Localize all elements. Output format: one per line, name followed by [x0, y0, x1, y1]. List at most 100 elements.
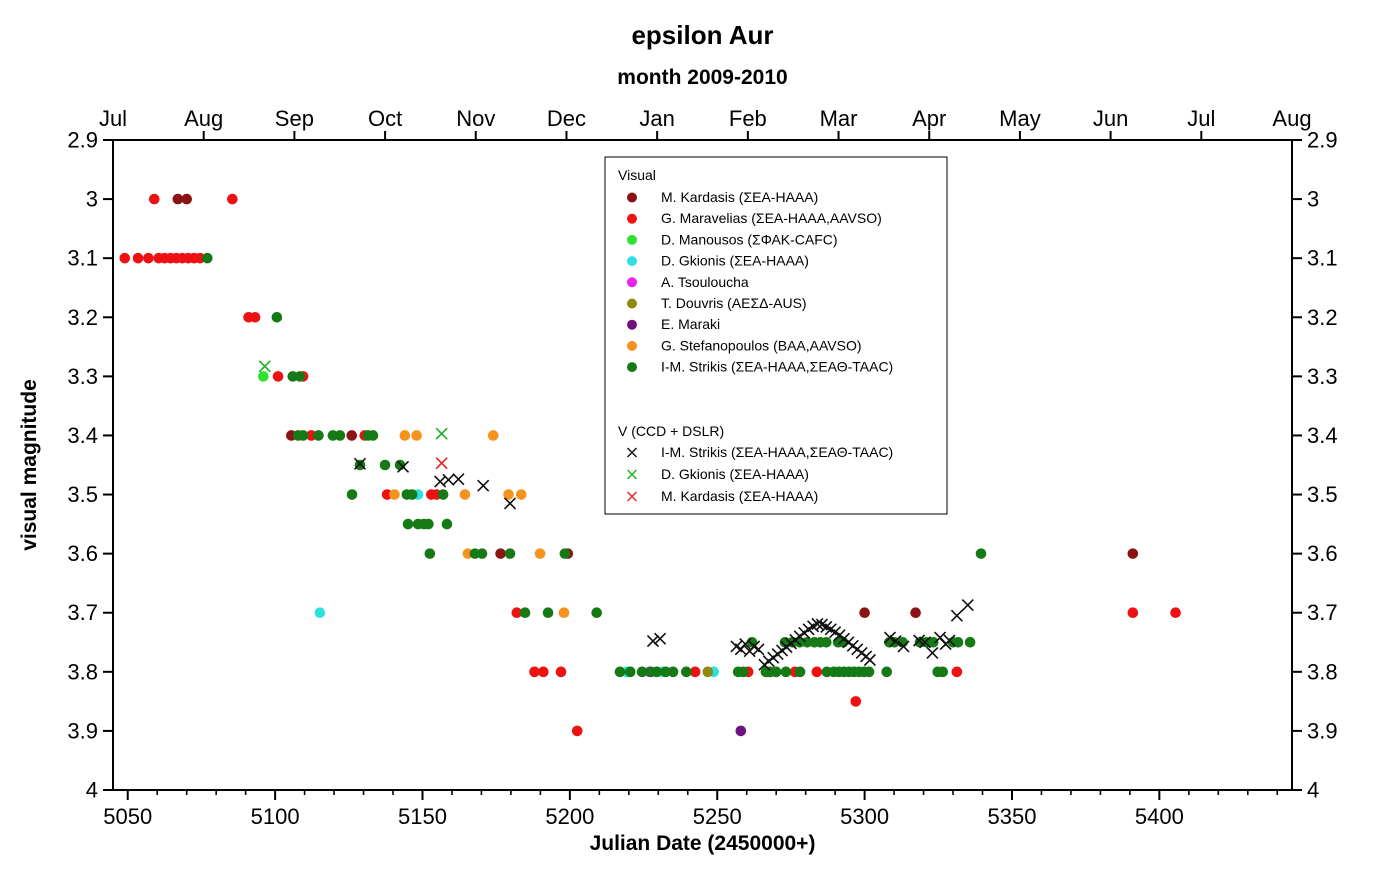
data-point [143, 252, 154, 264]
data-point [770, 666, 782, 678]
data-point [495, 548, 506, 559]
legend-item-label: E. Maraki [661, 316, 720, 332]
data-point [975, 548, 987, 559]
data-point [487, 430, 499, 441]
data-point [636, 666, 648, 678]
legend-item-label: I-M. Strikis (ΣΕΑ-HAAA,ΣΕΑΘ-TAAC) [661, 444, 893, 460]
data-point [297, 430, 309, 441]
x-marker-stroke [353, 457, 367, 470]
data-point [534, 548, 546, 559]
data-point [937, 666, 949, 678]
data-point [910, 607, 921, 619]
x-marker-stroke [961, 598, 974, 612]
legend-marker-dot [627, 319, 637, 330]
series-visual [702, 666, 714, 678]
data-point [411, 430, 422, 441]
month-axis: Jul Aug Sep Oct Nov Dec Jan Feb Mar Apr May Jun Jul A… [99, 106, 1312, 140]
legend: Visual M. Kardasis (ΣΕΑ-HAAA) G. Maravelia… [604, 156, 948, 515]
x-axis-title: Julian Date (2450000+) [589, 832, 816, 855]
data-point [424, 548, 436, 559]
x-marker-stroke [950, 609, 963, 622]
data-point [529, 666, 540, 678]
month-label: Apr [912, 106, 946, 131]
y-tick-label-left: 3 [86, 187, 98, 212]
data-point [555, 666, 567, 678]
y-tick-label-right: 3 [1307, 187, 1319, 212]
y-tick-label-right: 3.4 [1307, 423, 1338, 448]
legend-section-title: Visual [618, 167, 656, 183]
x-marker-stroke [442, 473, 455, 486]
x-tick-label: 5200 [545, 804, 594, 829]
x-marker-stroke [477, 479, 490, 492]
data-point [132, 252, 144, 264]
data-point [538, 666, 549, 678]
legend-item-label: A. Tsouloucha [661, 274, 749, 290]
x-marker-stroke [434, 475, 447, 488]
y-tick-label-left: 3.9 [67, 718, 98, 743]
data-point [194, 252, 206, 264]
x-marker-stroke [815, 618, 828, 631]
x-marker-stroke [918, 636, 932, 649]
data-point [961, 598, 974, 612]
legend-item: I-M. Strikis (ΣΕΑ-HAAA,ΣΕΑΘ-TAAC) [627, 359, 893, 375]
legend-item-label: T. Douvris (ΑΕΣΔ-AUS) [661, 295, 807, 311]
x-tick-label: 5400 [1135, 804, 1184, 829]
data-point [1127, 548, 1139, 559]
data-point [646, 635, 660, 648]
x-marker-stroke [452, 473, 465, 486]
legend-section-title: V (CCD + DSLR) [618, 423, 724, 439]
x-marker-stroke [627, 491, 637, 502]
data-point [367, 430, 379, 441]
month-label: Jul [99, 106, 127, 131]
data-point [1170, 607, 1181, 619]
data-point [272, 371, 284, 382]
x-marker-stroke [883, 631, 897, 644]
data-point [735, 725, 747, 737]
series-ccd [435, 457, 448, 470]
data-point [780, 666, 792, 678]
data-point [346, 430, 358, 441]
data-point [881, 666, 893, 678]
series-visual [258, 371, 269, 382]
data-point [313, 430, 324, 441]
data-point [952, 636, 964, 648]
month-label: Jan [639, 106, 674, 131]
y-tick-label-right: 2.9 [1307, 128, 1338, 153]
y-tick-label-right: 4 [1307, 778, 1319, 803]
legend-item: G. Stefanopoulos (BAA,AAVSO) [627, 337, 862, 353]
data-point [689, 666, 701, 678]
x-marker-stroke [863, 653, 876, 667]
legend-item: D. Gkionis (ΣΕΑ-HAAA) [627, 466, 809, 482]
series-visual [314, 489, 720, 678]
data-point [354, 459, 366, 471]
y-tick-label-left: 4 [86, 778, 98, 803]
series-visual [389, 430, 570, 619]
data-point [353, 457, 367, 470]
data-point [702, 666, 714, 678]
data-point [951, 666, 963, 678]
month-label: Mar [820, 106, 858, 131]
data-point [859, 607, 870, 619]
data-point [680, 666, 692, 678]
data-point [406, 489, 418, 500]
month-label: May [999, 106, 1041, 131]
data-point [737, 666, 749, 678]
data-point [476, 548, 488, 559]
y-tick-label-left: 2.9 [67, 128, 98, 153]
data-point [950, 609, 963, 622]
x-marker-stroke [897, 640, 910, 653]
legend-item-label: I-M. Strikis (ΣΕΑ-HAAA,ΣΕΑΘ-TAAC) [661, 359, 893, 375]
data-point [863, 666, 875, 678]
series-visual [735, 725, 747, 737]
y-tick-label-left: 3.4 [67, 423, 98, 448]
data-point [441, 518, 453, 530]
month-label: Feb [729, 106, 767, 131]
data-point [459, 489, 471, 500]
x-tick-label: 5050 [103, 804, 152, 829]
data-point [1127, 607, 1139, 619]
x-marker-stroke [653, 632, 667, 645]
chart-title: epsilon Aur [631, 20, 774, 50]
x-marker-stroke [396, 460, 410, 473]
legend-item-label: G. Maravelias (ΣΕΑ-HAAA,AAVSO) [661, 210, 882, 226]
